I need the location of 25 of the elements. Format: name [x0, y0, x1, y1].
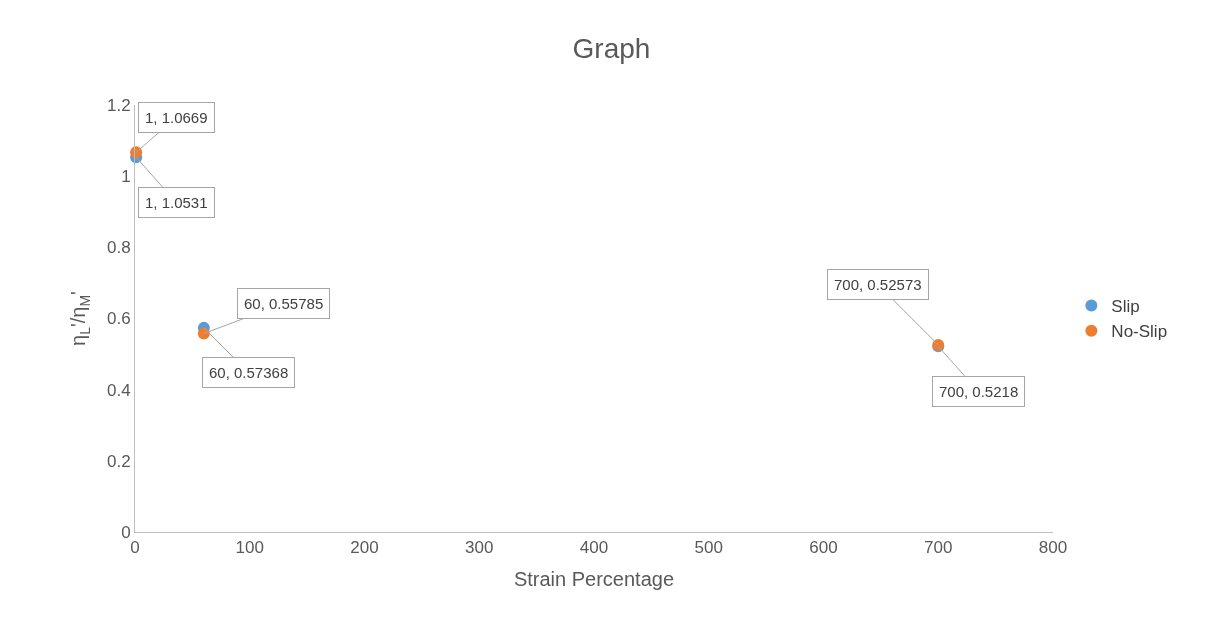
y-tick-label: 1 [121, 167, 131, 187]
x-tick-label: 100 [235, 538, 264, 558]
y-tick-label: 0 [121, 522, 131, 542]
x-tick-label: 400 [579, 538, 609, 558]
data-label: 60, 0.57368 [209, 364, 289, 381]
data-label: 700, 0.52573 [834, 276, 922, 293]
y-tick-label: 1.2 [106, 95, 131, 115]
y-tick-label: 0.6 [106, 309, 131, 329]
data-label: 1, 1.0531 [145, 194, 208, 211]
x-tick-label: 600 [809, 538, 838, 558]
x-tick-label: 300 [465, 538, 494, 558]
data-label: 1, 1.0669 [145, 109, 208, 126]
y-tick-label: 0.2 [106, 451, 131, 471]
x-tick-label: 500 [694, 538, 723, 558]
legend-label: No-Slip [1111, 322, 1168, 342]
y-tick-label: 0.8 [106, 238, 131, 258]
data-label: 700, 0.5218 [939, 383, 1019, 400]
legend-label: Slip [1111, 297, 1140, 317]
x-tick-label: 700 [924, 538, 953, 558]
x-tick-label: 200 [350, 538, 379, 558]
chart-title: Graph [572, 33, 651, 65]
data-label: 60, 0.55785 [244, 295, 324, 312]
x-axis-title: Strain Percentage [513, 567, 675, 590]
x-tick-label: 800 [1038, 538, 1068, 558]
y-tick-label: 0.4 [106, 380, 131, 400]
